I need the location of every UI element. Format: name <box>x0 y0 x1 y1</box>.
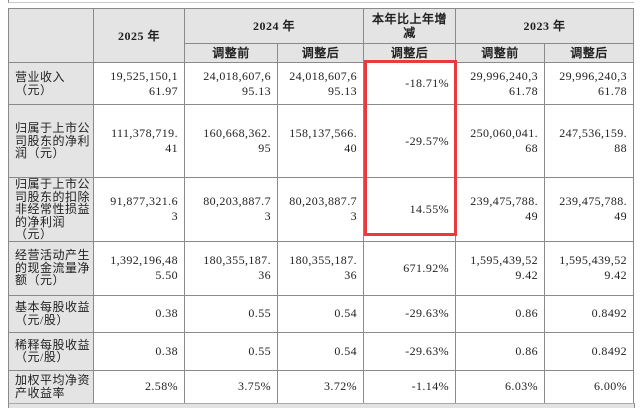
subheader-2023-pre-adjust: 调整前 <box>455 43 546 63</box>
cell-2023-pre: 29,996,240,3 61.78 <box>455 62 546 105</box>
corner-cell <box>8 8 94 63</box>
cell-2024-pre: 160,668,362. 95 <box>184 104 278 178</box>
cell-2023-post: 6.00% <box>544 369 635 404</box>
cell-2025: 0.38 <box>93 294 185 333</box>
row-label: 归属于上市公 司股东的扣除 非经常性损益 的净利润 （元） <box>8 177 94 242</box>
row-label: 营业收入 （元） <box>8 62 94 105</box>
cut-off-row-bottom <box>8 403 635 408</box>
table-row-basic-eps: 基本每股收益 （元/股） 0.38 0.55 0.54 -29.63% 0.86… <box>8 294 635 333</box>
cell-2024-post: 3.72% <box>276 369 365 404</box>
cell-2024-pre: 24,018,607,6 95.13 <box>184 62 278 105</box>
cell-2023-pre: 239,475,788. 49 <box>455 177 546 242</box>
table-row-net-profit: 归属于上市公 司股东的净利 润（元） 111,378,719. 41 160,6… <box>8 104 635 178</box>
subheader-change-post-adjust: 调整后 <box>363 43 457 63</box>
cell-2024-post: 80,203,887.7 3 <box>276 177 365 242</box>
table-row-revenue: 营业收入 （元） 19,525,150,1 61.97 24,018,607,6… <box>8 62 635 105</box>
cell-2023-post: 29,996,240,3 61.78 <box>544 62 635 105</box>
subheader-2024-pre-adjust: 调整前 <box>184 43 278 63</box>
cell-2025: 2.58% <box>93 369 185 404</box>
cell-yoy-change: -18.71% <box>363 62 457 105</box>
cell-2023-post: 247,536,159. 88 <box>544 104 635 178</box>
header-yoy-change: 本年比上年增 减 <box>363 8 457 44</box>
row-label: 加权平均净资 产收益率 <box>8 369 94 404</box>
cell-2024-post: 0.54 <box>276 294 365 333</box>
cell-2024-post: 0.54 <box>276 331 365 371</box>
header-2025: 2025 年 <box>93 8 185 63</box>
cell-yoy-change: -29.57% <box>363 104 457 178</box>
cell-2024-pre: 0.55 <box>184 331 278 371</box>
cell-2023-pre: 1,595,439,52 9.42 <box>455 240 546 296</box>
cell-2025: 91,877,321.6 3 <box>93 177 185 242</box>
cell-yoy-change: -29.63% <box>363 331 457 371</box>
cell-2024-post: 24,018,607,6 95.13 <box>276 62 365 105</box>
cell-2025: 111,378,719. 41 <box>93 104 185 178</box>
cut-off-row-top <box>8 0 634 3</box>
header-2023: 2023 年 <box>455 8 635 44</box>
cell-2024-pre: 80,203,887.7 3 <box>184 177 278 242</box>
cell-2024-pre: 180,355,187. 36 <box>184 240 278 296</box>
financial-results-table: 2025 年 2024 年 本年比上年增 减 2023 年 调整前 调整后 调整… <box>8 8 635 404</box>
header-2024: 2024 年 <box>183 8 365 44</box>
cell-2023-post: 0.8492 <box>544 331 635 371</box>
row-label: 归属于上市公 司股东的净利 润（元） <box>8 104 94 178</box>
cell-2024-pre: 0.55 <box>184 294 278 333</box>
cell-yoy-change: -29.63% <box>363 294 457 333</box>
cell-yoy-change: 14.55% <box>363 177 457 242</box>
cell-yoy-change: -1.14% <box>363 369 457 404</box>
cell-2023-pre: 250,060,041. 68 <box>455 104 546 178</box>
cell-2025: 1,392,196,48 5.50 <box>93 240 185 296</box>
cell-2023-pre: 6.03% <box>455 369 546 404</box>
row-label: 经营活动产生 的现金流量净 额（元） <box>8 240 94 296</box>
cell-2023-pre: 0.86 <box>455 331 546 371</box>
cell-2024-post: 180,355,187. 36 <box>276 240 365 296</box>
cell-2023-post: 0.8492 <box>544 294 635 333</box>
table-row-net-profit-excl-nonrecurring: 归属于上市公 司股东的扣除 非经常性损益 的净利润 （元） 91,877,321… <box>8 177 635 242</box>
cell-2025: 19,525,150,1 61.97 <box>93 62 185 105</box>
cell-yoy-change: 671.92% <box>363 240 457 296</box>
subheader-2023-post-adjust: 调整后 <box>544 43 635 63</box>
table-row-weighted-avg-roe: 加权平均净资 产收益率 2.58% 3.75% 3.72% -1.14% 6.0… <box>8 369 635 404</box>
cell-2024-post: 158,137,566. 40 <box>276 104 365 178</box>
cell-2025: 0.38 <box>93 331 185 371</box>
row-label: 稀释每股收益 （元/股） <box>8 331 94 371</box>
row-label: 基本每股收益 （元/股） <box>8 294 94 333</box>
cell-2023-post: 239,475,788. 49 <box>544 177 635 242</box>
subheader-2024-post-adjust: 调整后 <box>276 43 365 63</box>
cell-2023-post: 1,595,439,52 9.42 <box>544 240 635 296</box>
cell-2023-pre: 0.86 <box>455 294 546 333</box>
cell-2024-pre: 3.75% <box>184 369 278 404</box>
table-row-diluted-eps: 稀释每股收益 （元/股） 0.38 0.55 0.54 -29.63% 0.86… <box>8 331 635 371</box>
table-row-operating-cash-flow: 经营活动产生 的现金流量净 额（元） 1,392,196,48 5.50 180… <box>8 240 635 296</box>
